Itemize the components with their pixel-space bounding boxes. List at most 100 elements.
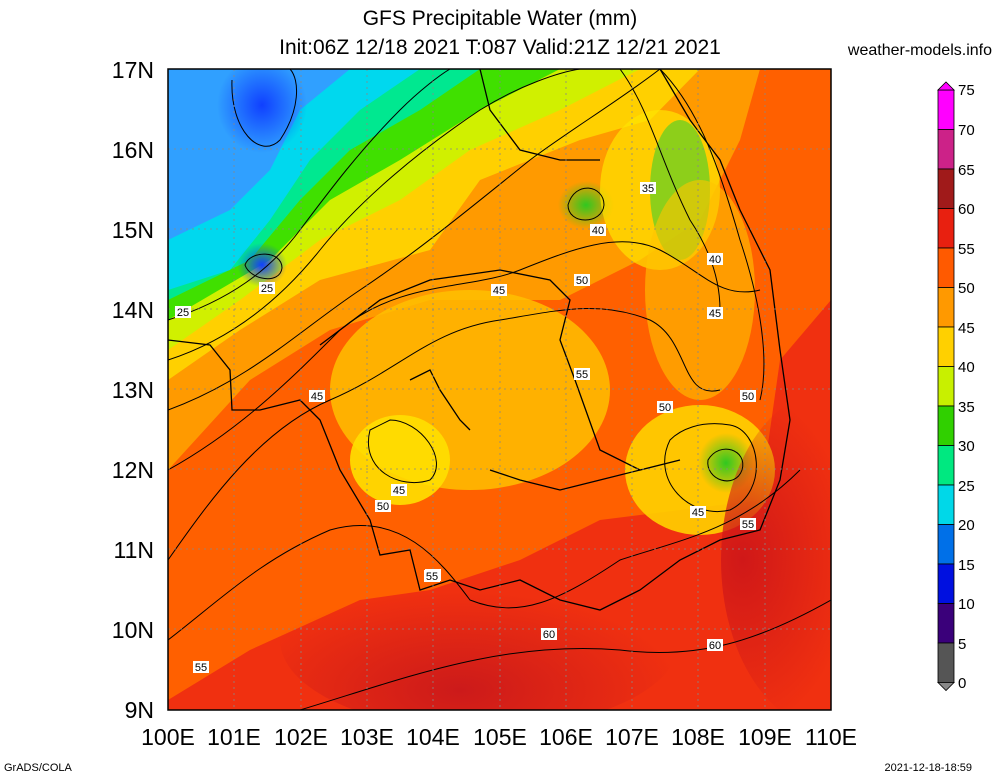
lat-label-15n: 15N xyxy=(111,217,154,243)
contour-value-label: 45 xyxy=(393,485,405,497)
lon-label-110e: 110E xyxy=(804,724,857,750)
colorbar-swatch xyxy=(937,603,955,644)
lon-label-105e: 105E xyxy=(473,724,527,750)
footer-timestamp: 2021-12-18-18:59 xyxy=(884,762,972,774)
contour-value-label: 40 xyxy=(709,254,721,266)
colorbar-label: 0 xyxy=(958,675,967,692)
contour-label-bg xyxy=(259,282,275,294)
contour-label-bg xyxy=(574,274,590,286)
colorbar-swatch xyxy=(937,287,955,328)
map-frame xyxy=(167,68,832,711)
colorbar-label: 60 xyxy=(958,201,975,218)
colorbar-label: 75 xyxy=(958,82,975,99)
contour-label-bg xyxy=(707,253,723,265)
lat-label-11n: 11N xyxy=(113,537,155,563)
contour-label-bg xyxy=(707,639,723,651)
contour-label-bg xyxy=(690,506,706,518)
lat-label-16n: 16N xyxy=(111,137,154,163)
map-title: GFS Precipitable Water (mm) xyxy=(362,7,638,30)
colorbar-label: 55 xyxy=(958,241,975,258)
colorbar xyxy=(937,81,955,692)
colorbar-bottom-arrow xyxy=(937,682,955,692)
lon-label-106e: 106E xyxy=(539,724,593,750)
contour-value-label: 50 xyxy=(742,391,754,403)
colorbar-label: 10 xyxy=(958,596,975,613)
contour-label-bg xyxy=(640,182,656,194)
contour-label-bg xyxy=(657,401,673,413)
colorbar-swatch xyxy=(937,405,955,446)
contour-label-bg xyxy=(740,390,756,402)
lat-label-17n: 17N xyxy=(111,57,154,83)
contour-value-label: 35 xyxy=(642,183,654,195)
contour-value-label: 25 xyxy=(177,307,189,319)
colorbar-swatch xyxy=(937,484,955,525)
contour-label-bg xyxy=(309,390,325,402)
site-credit: weather-models.info xyxy=(847,42,992,59)
lon-label-101e: 101E xyxy=(207,724,261,750)
contour-label-bg xyxy=(707,307,723,319)
lat-label-13n: 13N xyxy=(111,377,154,403)
colorbar-swatch xyxy=(937,129,955,170)
contour-value-label: 55 xyxy=(426,571,438,583)
colorbar-swatch xyxy=(937,445,955,486)
colorbar-label: 70 xyxy=(958,122,975,139)
contour-labels: 25 25 45 45 50 55 35 40 40 45 50 55 50 45 50 55 60 60 55 45… xyxy=(175,182,756,674)
contour-label-bg xyxy=(590,224,606,236)
colorbar-label: 40 xyxy=(958,359,975,376)
lon-label-103e: 103E xyxy=(340,724,394,750)
colorbar-label: 15 xyxy=(958,557,975,574)
lon-label-107e: 107E xyxy=(605,724,659,750)
colorbar-label: 35 xyxy=(958,399,975,416)
lon-label-109e: 109E xyxy=(738,724,792,750)
lat-label-9n: 9N xyxy=(124,697,154,723)
colorbar-swatch xyxy=(937,247,955,288)
coastline xyxy=(168,69,791,611)
colorbar-label: 30 xyxy=(958,438,975,455)
lat-label-10n: 10N xyxy=(111,617,154,643)
colorbar-swatch xyxy=(937,326,955,367)
contour-value-label: 50 xyxy=(377,501,389,513)
map-subtitle: Init:06Z 12/18 2021 T:087 Valid:21Z 12/2… xyxy=(279,36,721,59)
colorbar-swatch xyxy=(937,524,955,565)
colorbar-swatch xyxy=(937,366,955,407)
contour-value-label: 25 xyxy=(261,283,273,295)
footer-software: GrADS/COLA xyxy=(4,762,72,774)
graticule xyxy=(168,69,831,710)
colorbar-swatch xyxy=(937,563,955,604)
colorbar-swatch xyxy=(937,208,955,249)
contour-label-bg xyxy=(541,628,557,640)
contour-label-bg xyxy=(391,484,407,496)
contour-label-bg xyxy=(574,368,590,380)
contour-label-bg xyxy=(424,570,440,582)
colorbar-top-arrow xyxy=(937,81,955,91)
colorbar-label: 65 xyxy=(958,162,975,179)
colorbar-label: 25 xyxy=(958,478,975,495)
contour-value-label: 45 xyxy=(709,308,721,320)
contour-value-label: 50 xyxy=(576,275,588,287)
contour-label-bg xyxy=(491,284,507,296)
lon-label-108e: 108E xyxy=(671,724,725,750)
colorbar-label: 5 xyxy=(958,636,967,653)
contour-value-label: 55 xyxy=(195,662,207,674)
contour-value-label: 45 xyxy=(311,391,323,403)
lat-label-14n: 14N xyxy=(111,297,154,323)
contour-lines xyxy=(168,69,831,710)
contour-label-bg xyxy=(375,500,391,512)
colorbar-label: 20 xyxy=(958,517,975,534)
lon-label-100e: 100E xyxy=(141,724,195,750)
colorbar-label: 45 xyxy=(958,320,975,337)
contour-value-label: 60 xyxy=(543,629,555,641)
colorbar-label: 50 xyxy=(958,280,975,297)
contour-value-label: 50 xyxy=(659,402,671,414)
contour-value-label: 60 xyxy=(709,640,721,652)
contour-label-bg xyxy=(193,661,209,673)
lon-label-102e: 102E xyxy=(274,724,328,750)
contour-value-label: 45 xyxy=(493,285,505,297)
lat-label-12n: 12N xyxy=(111,457,154,483)
colorbar-swatch xyxy=(937,642,955,683)
contour-label-bg xyxy=(740,518,756,530)
colorbar-swatch xyxy=(937,168,955,209)
contour-value-label: 55 xyxy=(742,519,754,531)
contour-value-label: 40 xyxy=(592,225,604,237)
